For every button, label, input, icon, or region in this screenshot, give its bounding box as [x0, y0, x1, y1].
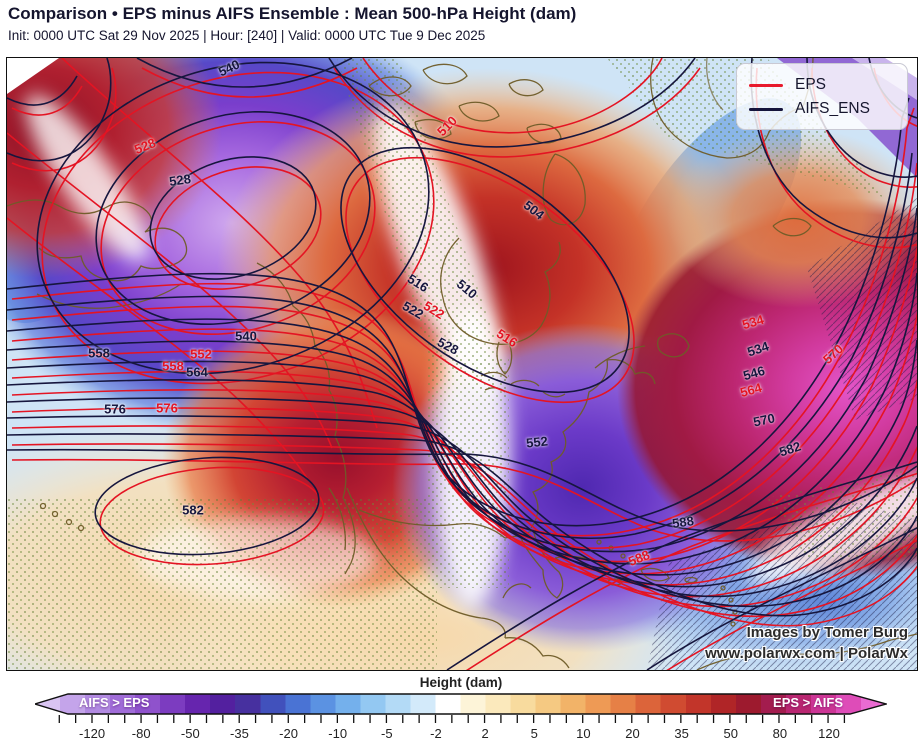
- colorbar-tick-label: 120: [818, 726, 840, 741]
- map-legend: EPS AIFS_ENS: [736, 63, 908, 130]
- legend-line-swatch: [749, 107, 783, 111]
- colorbar-tick-label: -80: [131, 726, 151, 741]
- page-title: Comparison • EPS minus AIFS Ensemble : M…: [8, 4, 577, 23]
- watermark-credit: Images by Tomer Burg: [746, 623, 908, 641]
- contour-label: 528: [168, 171, 192, 189]
- colorbar-bar: [35, 693, 887, 723]
- colorbar-tick-label: -5: [381, 726, 393, 741]
- colorbar-tick-label: -2: [430, 726, 442, 741]
- contour-label: 564: [186, 364, 208, 380]
- colorbar-tick-label: 20: [625, 726, 640, 741]
- contour-label: 576: [104, 401, 126, 417]
- colorbar-tick-label: -120: [79, 726, 106, 741]
- contour-label: 540: [235, 328, 257, 344]
- legend-line-swatch: [749, 83, 783, 87]
- legend-item: AIFS_ENS: [749, 97, 897, 121]
- colorbar-tick-label: -35: [230, 726, 249, 741]
- colorbar-tick-label: -50: [180, 726, 200, 741]
- colorbar-tick-label: -10: [328, 726, 348, 741]
- contour-label: 588: [671, 513, 695, 531]
- contour-label: 576: [156, 400, 178, 416]
- colorbar-tick-label: 50: [723, 726, 738, 741]
- contour-label: 582: [182, 502, 204, 518]
- contour-label: 558: [88, 345, 110, 361]
- legend-item: EPS: [749, 73, 897, 97]
- colorbar-tick-label: 35: [674, 726, 689, 741]
- colorbar-negative-label: AIFS > EPS: [79, 695, 150, 710]
- contour-label: 552: [190, 346, 212, 362]
- contour-label: 558: [162, 358, 184, 374]
- legend-label: EPS: [795, 76, 827, 93]
- watermark: Images by Tomer Burg www.polarwx.com | P…: [705, 622, 908, 666]
- colorbar: Height (dam) AIFS > EPS EPS > AIFS -120-…: [35, 675, 887, 744]
- colorbar-ticks: [58, 715, 846, 723]
- colorbar-tick-label: 5: [530, 726, 538, 741]
- colorbar-tick-label: -20: [279, 726, 298, 741]
- colorbar-positive-label: EPS > AIFS: [773, 695, 843, 710]
- colorbar-tick-label: 10: [576, 726, 591, 741]
- map-canvas: [7, 58, 917, 670]
- colorbar-tick-label: 2: [481, 726, 489, 741]
- page-subtitle: Init: 0000 UTC Sat 29 Nov 2025 | Hour: […: [8, 27, 486, 43]
- colorbar-title: Height (dam): [419, 675, 503, 690]
- watermark-url: www.polarwx.com | PolarWx: [705, 645, 908, 663]
- weather-map: EPS AIFS_ENS 540 528 504 516 510 522 528 540 558 5…: [6, 57, 918, 671]
- colorbar-tick-label: 80: [772, 726, 788, 741]
- colorbar-tick-labels: -120 -80 -50 -35 -20 -10 -5 -2 2 5 10 20 35 50 80 120: [35, 726, 887, 744]
- header: Comparison • EPS minus AIFS Ensemble : M…: [8, 2, 576, 44]
- legend-label: AIFS_ENS: [795, 100, 870, 117]
- contour-label: 552: [525, 433, 549, 451]
